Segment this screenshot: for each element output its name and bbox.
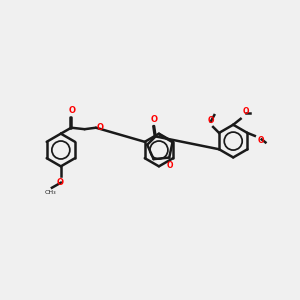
Text: O: O xyxy=(57,178,64,187)
Text: O: O xyxy=(257,136,264,146)
Text: CH₃: CH₃ xyxy=(45,190,56,194)
Text: O: O xyxy=(208,116,214,124)
Text: O: O xyxy=(97,123,104,132)
Text: O: O xyxy=(243,107,249,116)
Text: O: O xyxy=(151,115,158,124)
Text: O: O xyxy=(68,106,75,115)
Text: O: O xyxy=(167,160,173,169)
